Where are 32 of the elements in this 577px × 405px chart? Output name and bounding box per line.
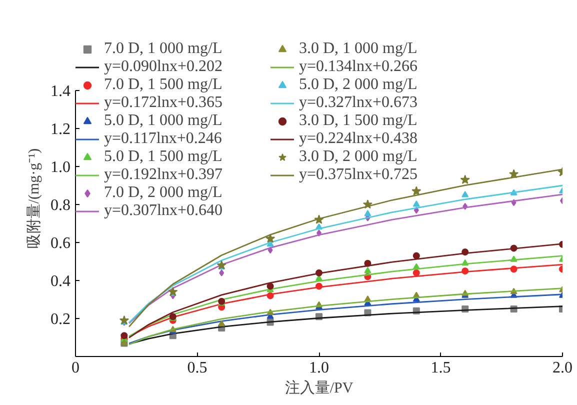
x-axis-title: 注入量/PV [284,380,354,396]
legend-label: 7.0 D, 1 000 mg/L [104,40,222,58]
x-tick-label: 1.0 [309,360,329,376]
y-tick-label: 0.4 [50,273,70,290]
legend-label: y=0.134lnx+0.266 [299,58,418,76]
legend-label: y=0.090lnx+0.202 [104,58,222,76]
x-tick-label: 0 [72,360,80,376]
legend-label: y=0.172lnx+0.365 [104,94,222,112]
legend-label: y=0.117lnx+0.246 [104,130,222,148]
legend-label: 5.0 D, 1 000 mg/L [104,112,222,130]
y-tick-label: 0.2 [50,311,70,328]
legend-label: 5.0 D, 2 000 mg/L [299,76,418,94]
y-tick-label: 0.6 [50,235,70,252]
legend-label: 3.0 D, 2 000 mg/L [299,148,418,166]
legend-label: y=0.327lnx+0.673 [299,94,418,112]
legend-label: 3.0 D, 1 000 mg/L [299,40,418,58]
legend-label: y=0.307lnx+0.640 [104,202,222,220]
y-tick-label: 1.0 [50,159,70,176]
legend-label: y=0.192lnx+0.397 [104,166,222,184]
x-tick-label: 2.0 [552,360,572,376]
legend-label: y=0.375lnx+0.725 [299,166,418,184]
y-tick-label: 1.4 [50,83,70,100]
x-tick-label: 0.5 [187,360,208,376]
legend-label: y=0.224lnx+0.438 [299,130,418,148]
legend-label: 7.0 D, 2 000 mg/L [104,184,222,202]
legend-label: 7.0 D, 1 500 mg/L [104,76,222,94]
x-tick-label: 1.5 [430,360,451,376]
y-tick-label: 1.2 [50,121,70,138]
y-axis-title: 吸附量/(mg·g⁻¹) [26,148,42,249]
legend-label: 3.0 D, 1 500 mg/L [299,112,418,130]
y-tick-label: 0.8 [50,197,70,214]
legend-label: 5.0 D, 1 500 mg/L [104,148,222,166]
